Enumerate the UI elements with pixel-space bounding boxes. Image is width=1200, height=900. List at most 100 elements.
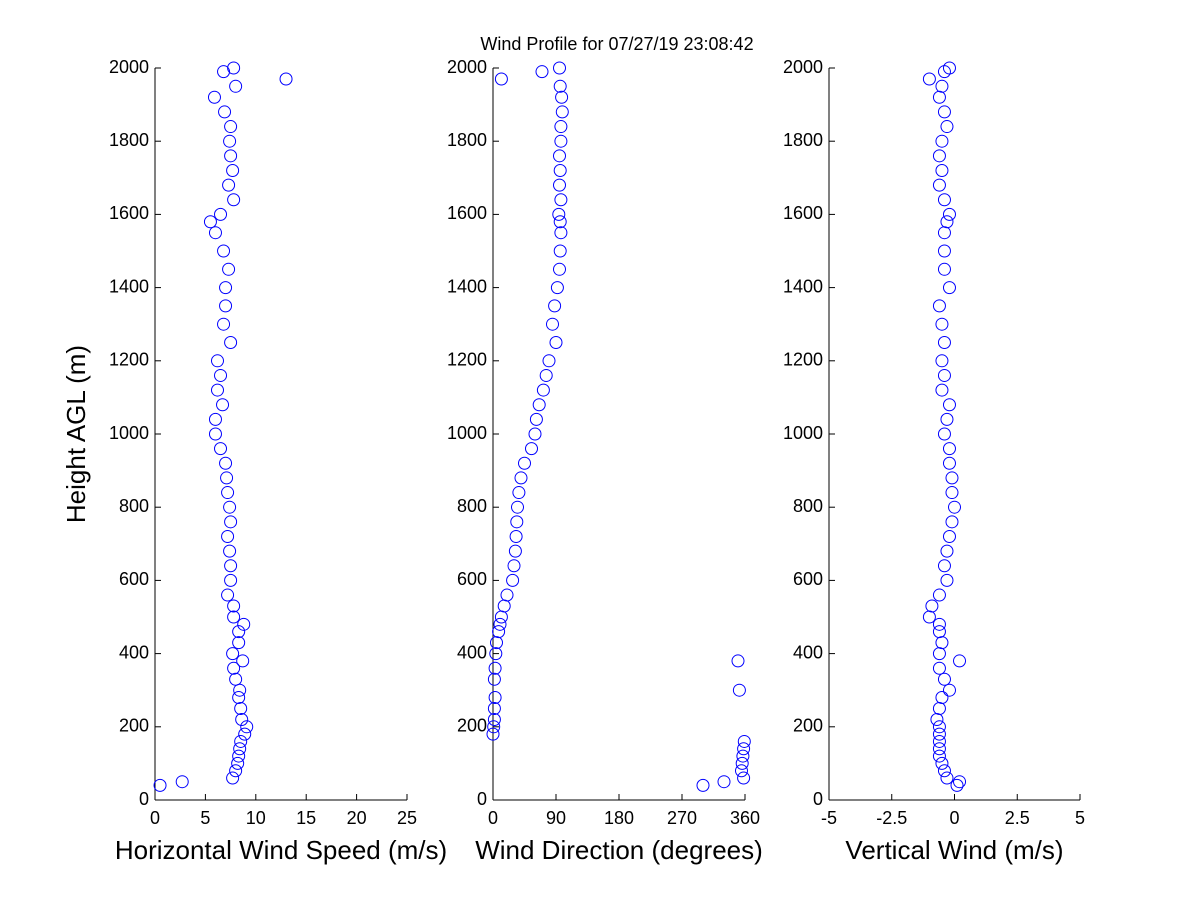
- point: [736, 749, 750, 763]
- point: [937, 336, 951, 349]
- x-tick-label: -5: [821, 808, 837, 828]
- x-tick-label: 20: [347, 808, 367, 828]
- point: [554, 120, 568, 134]
- point: [210, 354, 224, 368]
- point: [226, 647, 240, 661]
- point: [224, 149, 238, 163]
- y-tick-label: 600: [793, 569, 823, 589]
- y-tick-label: 1800: [783, 130, 823, 150]
- point: [942, 456, 956, 470]
- y-tick-label: 2000: [447, 57, 487, 77]
- point: [221, 529, 235, 543]
- point: [221, 588, 235, 602]
- y-tick-label: 800: [457, 496, 487, 516]
- point: [937, 262, 951, 276]
- point: [227, 61, 241, 75]
- point: [240, 720, 254, 734]
- point: [490, 636, 503, 650]
- point: [223, 500, 237, 514]
- point: [497, 599, 511, 613]
- point: [214, 368, 228, 382]
- point: [217, 65, 231, 79]
- point: [922, 610, 936, 624]
- point: [219, 456, 233, 470]
- point: [937, 427, 951, 441]
- point: [208, 412, 222, 426]
- point: [554, 226, 568, 240]
- point: [935, 134, 949, 148]
- point: [937, 559, 951, 573]
- point: [232, 691, 246, 705]
- point: [937, 672, 951, 686]
- point: [553, 79, 567, 93]
- point: [222, 178, 236, 192]
- x-tick-label: -2.5: [876, 808, 907, 828]
- point: [216, 398, 230, 412]
- y-tick-label: 0: [139, 789, 149, 809]
- point: [937, 244, 951, 258]
- point: [223, 544, 237, 558]
- point: [717, 775, 731, 789]
- y-axis-label: Height AGL (m): [61, 345, 91, 523]
- point: [486, 727, 500, 741]
- point: [942, 61, 956, 75]
- point: [932, 720, 946, 734]
- point: [553, 262, 566, 276]
- y-tick-label: 1400: [109, 276, 149, 296]
- point: [227, 661, 241, 675]
- point: [221, 486, 235, 500]
- point: [229, 764, 243, 778]
- point: [932, 299, 946, 313]
- point: [735, 764, 748, 778]
- point: [487, 720, 501, 734]
- x-tick-label: 10: [246, 808, 266, 828]
- x-tick-label: 180: [604, 808, 634, 828]
- point: [229, 672, 243, 686]
- point: [942, 281, 956, 295]
- x-tick-label: 0: [488, 808, 498, 828]
- point: [932, 661, 946, 675]
- point: [555, 105, 569, 119]
- point: [488, 661, 502, 675]
- point: [234, 734, 248, 748]
- point: [940, 544, 954, 558]
- point: [932, 749, 946, 763]
- point: [932, 734, 946, 748]
- point: [940, 573, 954, 587]
- point: [510, 515, 524, 529]
- point: [224, 559, 238, 573]
- point: [234, 702, 248, 715]
- point: [549, 336, 563, 349]
- x-tick-label: 25: [397, 808, 417, 828]
- y-tick-label: 800: [119, 496, 149, 516]
- y-tick-label: 1800: [447, 130, 487, 150]
- y-tick-label: 200: [119, 716, 149, 736]
- y-tick-label: 1200: [783, 350, 823, 370]
- x-tick-label: 5: [200, 808, 210, 828]
- point: [493, 617, 507, 631]
- point: [932, 588, 946, 602]
- y-tick-label: 1000: [447, 423, 487, 443]
- point: [511, 500, 524, 514]
- point: [219, 281, 233, 295]
- point: [488, 691, 502, 705]
- point: [942, 529, 956, 543]
- x-tick-label: 2.5: [1005, 808, 1030, 828]
- point: [937, 105, 951, 119]
- point: [932, 727, 946, 741]
- point: [696, 778, 710, 792]
- point: [932, 178, 946, 192]
- point: [932, 617, 946, 631]
- point: [553, 178, 566, 192]
- point: [542, 354, 556, 368]
- y-tick-label: 1400: [783, 276, 823, 296]
- point: [555, 90, 569, 104]
- point: [226, 771, 240, 785]
- point: [529, 412, 543, 426]
- point: [509, 529, 523, 543]
- point: [218, 105, 232, 119]
- y-tick-label: 2000: [783, 57, 823, 77]
- point: [506, 573, 520, 587]
- point: [226, 163, 240, 177]
- point: [535, 65, 549, 79]
